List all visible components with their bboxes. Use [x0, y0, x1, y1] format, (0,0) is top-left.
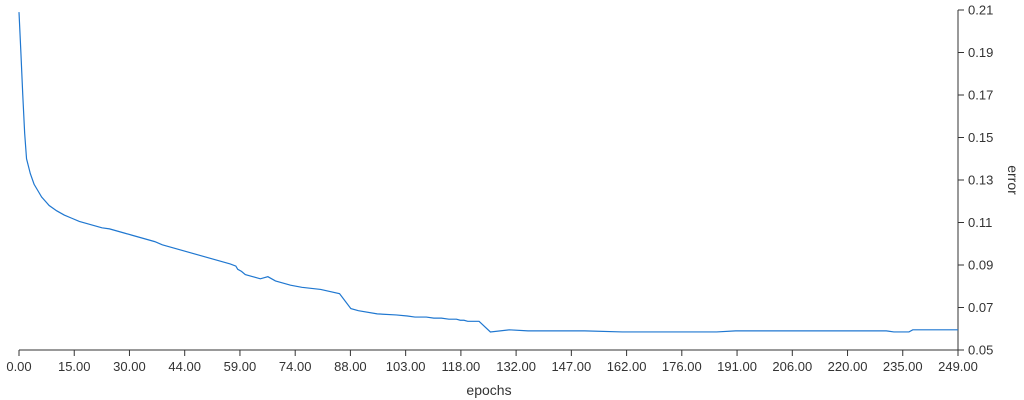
- y-tick-label: 0.11: [968, 215, 992, 230]
- x-tick-label: 191.00: [717, 359, 757, 374]
- x-tick-label: 147.00: [551, 359, 591, 374]
- y-axis: 0.05 0.07 0.09 0.11 0.13 0.15 0.17 0.19 0.21: [957, 3, 993, 358]
- x-tick-label: 132.00: [496, 359, 536, 374]
- y-tick-label: 0.05: [968, 343, 993, 358]
- y-axis-label: error: [1005, 165, 1021, 195]
- plot-area: [18, 12, 958, 333]
- x-tick-label: 235.00: [883, 359, 923, 374]
- x-tick-label: 103.00: [386, 359, 426, 374]
- x-tick-label: 162.00: [607, 359, 647, 374]
- y-tick-label: 0.19: [968, 45, 993, 60]
- series-line: [18, 12, 958, 333]
- y-tick-label: 0.21: [968, 3, 993, 18]
- x-tick-label: 206.00: [772, 359, 812, 374]
- x-tick-label: 15.00: [58, 359, 91, 374]
- x-tick-label: 249.00: [938, 359, 978, 374]
- x-tick-label: 74.00: [279, 359, 312, 374]
- x-tick-label: 220.00: [828, 359, 868, 374]
- x-tick-label: 30.00: [113, 359, 146, 374]
- y-tick-label: 0.15: [968, 130, 993, 145]
- x-axis: 0.00 15.00 30.00 44.00 59.00 74.00 88.00 103.00…: [6, 349, 978, 374]
- y-tick-label: 0.17: [968, 88, 993, 103]
- x-tick-label: 176.00: [662, 359, 702, 374]
- y-tick-label: 0.09: [968, 258, 993, 273]
- x-axis-label: epochs: [466, 382, 511, 398]
- x-tick-label: 88.00: [334, 359, 367, 374]
- x-tick-label: 59.00: [224, 359, 257, 374]
- x-tick-label: 44.00: [168, 359, 201, 374]
- y-tick-label: 0.13: [968, 173, 993, 188]
- y-tick-label: 0.07: [968, 300, 993, 315]
- x-tick-label: 0.00: [6, 359, 31, 374]
- x-tick-label: 118.00: [441, 359, 480, 374]
